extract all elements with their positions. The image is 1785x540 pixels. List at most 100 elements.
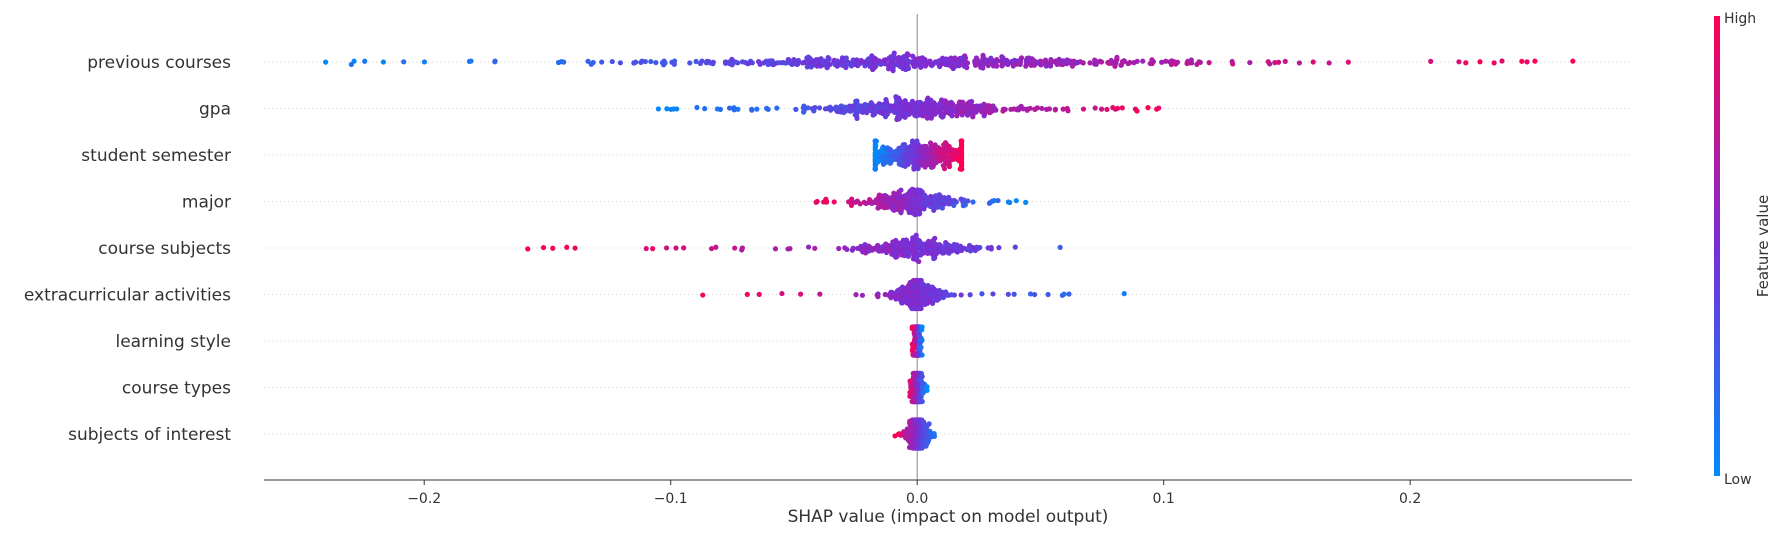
shap-point bbox=[923, 143, 929, 150]
shap-point bbox=[1112, 63, 1118, 69]
shap-point bbox=[834, 63, 840, 69]
shap-point bbox=[915, 417, 921, 423]
shap-point bbox=[996, 245, 1002, 251]
shap-point bbox=[928, 193, 934, 200]
shap-point bbox=[631, 60, 637, 66]
shap-point bbox=[779, 290, 785, 297]
shap-point bbox=[1098, 59, 1105, 65]
shap-point bbox=[873, 197, 879, 203]
shap-point bbox=[713, 244, 719, 250]
shap-point bbox=[892, 433, 898, 439]
shap-point bbox=[942, 98, 948, 104]
shap-point bbox=[919, 55, 926, 61]
shap-point bbox=[933, 250, 940, 256]
shap-point bbox=[999, 54, 1005, 60]
shap-point bbox=[1092, 105, 1098, 111]
shap-point bbox=[929, 284, 936, 290]
shap-point bbox=[920, 250, 927, 256]
shap-point bbox=[946, 201, 952, 207]
shap-point bbox=[879, 248, 885, 254]
shap-point bbox=[993, 107, 999, 113]
shap-point bbox=[882, 57, 888, 63]
shap-point bbox=[988, 246, 994, 252]
shap-point bbox=[910, 256, 917, 262]
shap-point bbox=[1147, 60, 1153, 67]
shap-point bbox=[765, 106, 771, 112]
shap-point bbox=[1119, 105, 1125, 111]
shap-point bbox=[1039, 105, 1045, 112]
shap-point bbox=[939, 250, 946, 256]
shap-point bbox=[875, 159, 881, 165]
shap-point bbox=[981, 113, 987, 119]
shap-point bbox=[923, 443, 929, 449]
x-axis: SHAP value (impact on model output) −0.2… bbox=[264, 479, 1632, 527]
shap-point bbox=[893, 191, 899, 198]
feature-labels: previous courses gpa student semester major… bbox=[24, 53, 231, 445]
shap-point bbox=[917, 99, 923, 105]
shap-point bbox=[681, 245, 687, 251]
shap-point bbox=[929, 62, 935, 69]
shap-point bbox=[1296, 60, 1302, 66]
shap-point bbox=[348, 61, 354, 68]
shap-point bbox=[850, 57, 856, 63]
shap-point bbox=[421, 59, 428, 65]
shap-point bbox=[885, 247, 892, 253]
shap-point bbox=[928, 115, 934, 121]
shap-point bbox=[1114, 54, 1120, 60]
shap-point bbox=[846, 103, 853, 109]
shap-point bbox=[921, 206, 927, 212]
shap-point bbox=[765, 61, 771, 68]
shap-point bbox=[916, 258, 922, 265]
feature-label: learning style bbox=[115, 332, 231, 352]
shap-point bbox=[362, 58, 368, 64]
shap-point bbox=[865, 56, 872, 62]
shap-point bbox=[909, 138, 916, 144]
shap-point bbox=[972, 62, 979, 68]
shap-point bbox=[920, 381, 926, 387]
shap-point bbox=[940, 289, 946, 295]
shap-point bbox=[1005, 291, 1011, 297]
shap-point bbox=[1014, 61, 1020, 67]
shap-point bbox=[697, 60, 704, 67]
shap-point bbox=[1018, 103, 1024, 109]
shap-point bbox=[834, 105, 840, 111]
shap-point bbox=[1121, 291, 1127, 297]
shap-point bbox=[744, 291, 750, 298]
shap-point bbox=[609, 58, 615, 65]
x-tick-label: −0.1 bbox=[654, 491, 688, 507]
shap-point bbox=[1491, 60, 1497, 66]
shap-point bbox=[870, 112, 876, 118]
shap-point bbox=[907, 240, 914, 246]
shap-point bbox=[805, 244, 812, 250]
shap-point bbox=[1118, 62, 1124, 68]
shap-point bbox=[729, 56, 735, 63]
shap-point bbox=[916, 398, 922, 405]
shap-point bbox=[911, 370, 917, 377]
shap-point bbox=[843, 55, 849, 61]
shap-point bbox=[904, 111, 911, 117]
shap-point bbox=[525, 246, 531, 252]
points-layer bbox=[323, 50, 1576, 451]
shap-point bbox=[884, 145, 891, 151]
shap-point bbox=[772, 246, 779, 252]
shap-point bbox=[1054, 61, 1060, 67]
shap-point bbox=[973, 55, 979, 61]
shap-point bbox=[881, 205, 887, 211]
shap-point bbox=[1145, 105, 1151, 111]
shap-point bbox=[855, 63, 861, 69]
x-tick-label: 0.0 bbox=[906, 491, 928, 507]
shap-point bbox=[951, 202, 957, 209]
shap-point bbox=[814, 63, 820, 69]
shap-point bbox=[648, 58, 654, 65]
shap-point bbox=[1519, 58, 1525, 64]
shap-point bbox=[944, 241, 950, 247]
shap-point bbox=[492, 59, 498, 65]
shap-point bbox=[661, 62, 667, 68]
shap-point bbox=[1230, 61, 1236, 67]
shap-point bbox=[875, 294, 881, 300]
shap-point bbox=[1045, 291, 1051, 298]
shap-point bbox=[970, 199, 976, 205]
shap-point bbox=[889, 289, 895, 296]
shap-point bbox=[791, 57, 797, 63]
shap-point bbox=[673, 245, 679, 251]
